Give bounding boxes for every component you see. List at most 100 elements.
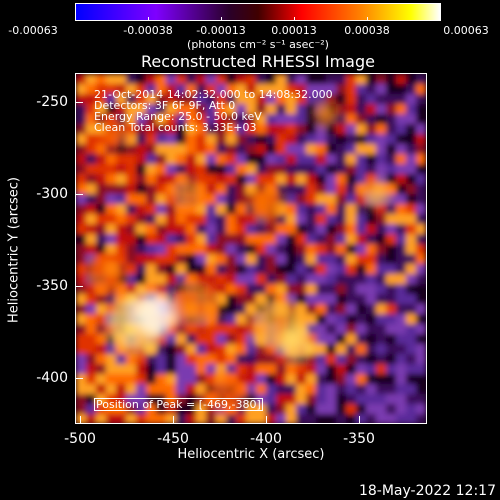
image-pixel <box>76 114 86 124</box>
image-pixel <box>116 104 126 114</box>
image-pixel <box>416 354 426 364</box>
image-pixel <box>416 154 426 164</box>
image-pixel <box>266 264 276 274</box>
image-pixel <box>276 114 286 124</box>
image-pixel <box>326 344 336 354</box>
image-pixel <box>166 104 176 114</box>
image-pixel <box>416 134 426 144</box>
image-pixel <box>186 264 196 274</box>
image-pixel <box>196 104 206 114</box>
image-pixel <box>126 84 136 94</box>
image-pixel <box>396 204 406 214</box>
image-pixel <box>146 174 156 184</box>
image-pixel <box>366 154 376 164</box>
y-tick-label: -300 <box>36 186 68 202</box>
image-pixel <box>76 344 86 354</box>
image-pixel <box>356 144 366 154</box>
image-pixel <box>326 314 336 324</box>
image-pixel <box>196 144 206 154</box>
image-pixel <box>246 224 256 234</box>
image-pixel <box>336 374 346 384</box>
image-pixel <box>286 134 296 144</box>
image-pixel <box>216 324 226 334</box>
image-pixel <box>96 184 106 194</box>
image-pixel <box>116 164 126 174</box>
image-pixel <box>206 94 216 104</box>
image-pixel <box>146 414 156 423</box>
image-pixel <box>156 404 166 414</box>
image-pixel <box>176 324 186 334</box>
image-pixel <box>416 204 426 214</box>
image-pixel <box>396 244 406 254</box>
image-pixel <box>366 74 376 84</box>
image-pixel <box>406 294 416 304</box>
image-pixel <box>106 194 116 204</box>
image-pixel <box>386 414 396 423</box>
image-pixel <box>116 224 126 234</box>
image-pixel <box>146 94 156 104</box>
image-pixel <box>216 194 226 204</box>
image-pixel <box>206 184 216 194</box>
image-pixel <box>96 134 106 144</box>
image-pixel <box>396 334 406 344</box>
image-pixel <box>346 94 356 104</box>
image-pixel <box>196 224 206 234</box>
image-pixel <box>316 74 326 84</box>
image-pixel <box>296 154 306 164</box>
image-pixel <box>96 94 106 104</box>
image-pixel <box>366 284 376 294</box>
image-pixel <box>256 344 266 354</box>
image-pixel <box>406 284 416 294</box>
image-pixel <box>206 254 216 264</box>
image-pixel <box>226 274 236 284</box>
image-pixel <box>136 374 146 384</box>
image-pixel <box>186 224 196 234</box>
image-pixel <box>176 224 186 234</box>
image-pixel <box>396 134 406 144</box>
image-pixel <box>126 264 136 274</box>
image-pixel <box>396 394 406 404</box>
image-pixel <box>296 114 306 124</box>
image-pixel <box>386 124 396 134</box>
image-pixel <box>276 254 286 264</box>
image-pixel <box>106 164 116 174</box>
image-pixel <box>306 224 316 234</box>
image-pixel <box>306 234 316 244</box>
image-pixel <box>156 234 166 244</box>
image-pixel <box>206 334 216 344</box>
image-pixel <box>186 74 196 84</box>
image-pixel <box>336 334 346 344</box>
image-pixel <box>326 234 336 244</box>
image-pixel <box>166 74 176 84</box>
image-pixel <box>106 114 116 124</box>
image-pixel <box>76 244 86 254</box>
image-pixel <box>376 254 386 264</box>
image-pixel <box>376 274 386 284</box>
image-pixel <box>146 74 156 84</box>
image-pixel <box>396 214 406 224</box>
image-pixel <box>156 74 166 84</box>
image-pixel <box>236 314 246 324</box>
image-pixel <box>376 234 386 244</box>
image-pixel <box>376 204 386 214</box>
image-pixel <box>216 294 226 304</box>
image-pixel <box>416 74 426 84</box>
image-pixel <box>126 164 136 174</box>
image-pixel <box>376 94 386 104</box>
image-pixel <box>276 144 286 154</box>
image-pixel <box>276 264 286 274</box>
image-pixel <box>236 404 246 414</box>
image-pixel <box>186 234 196 244</box>
image-pixel <box>246 264 256 274</box>
image-pixel <box>296 174 306 184</box>
image-pixel <box>196 264 206 274</box>
image-pixel <box>406 154 416 164</box>
image-pixel <box>366 164 376 174</box>
image-pixel <box>136 74 146 84</box>
image-pixel <box>186 414 196 423</box>
image-pixel <box>286 164 296 174</box>
image-pixel <box>396 274 406 284</box>
image-pixel <box>256 74 266 84</box>
image-pixel <box>206 324 216 334</box>
colorbar-tick <box>367 17 368 21</box>
